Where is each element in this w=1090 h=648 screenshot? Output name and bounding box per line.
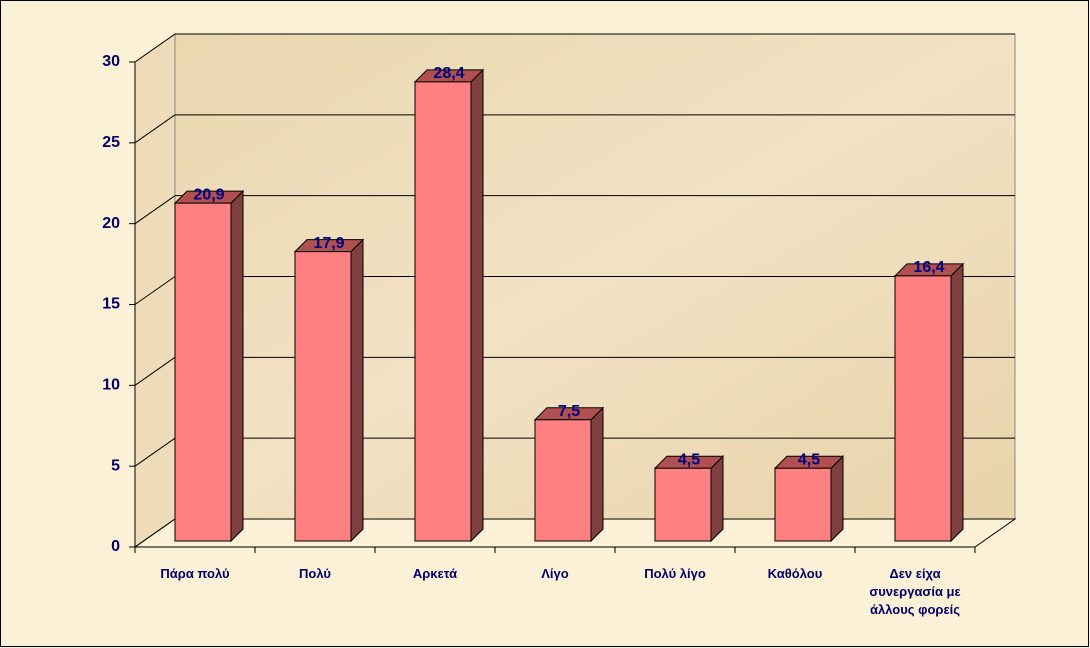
grid-line (134, 114, 176, 144)
value-label: 20,9 (193, 186, 224, 203)
y-tick-label: 25 (102, 134, 120, 151)
x-tick-label: Λίγο (541, 566, 569, 581)
grid-line (134, 356, 176, 386)
x-tick-label: Πολύ λίγο (644, 566, 706, 581)
x-tick-label: Καθόλου (767, 566, 823, 581)
bar-side (830, 455, 844, 543)
grid-line (134, 33, 176, 63)
grid-line (134, 195, 176, 225)
y-tick-label: 15 (102, 296, 120, 313)
bar-side (950, 262, 964, 543)
bar-side (350, 238, 364, 543)
bar (774, 467, 832, 542)
y-tick-label: 0 (111, 538, 120, 555)
value-label: 17,9 (313, 235, 344, 252)
value-label: 28,4 (433, 65, 464, 82)
x-tick-label: Πολύ (299, 566, 331, 581)
value-label: 4,5 (678, 451, 700, 468)
value-label: 16,4 (913, 259, 944, 276)
bar-side (710, 455, 724, 543)
y-tick-label: 10 (102, 377, 120, 394)
grid-line (134, 437, 176, 467)
bar (174, 202, 232, 542)
bar (894, 275, 952, 542)
value-label: 4,5 (798, 451, 820, 468)
bar-side (590, 406, 604, 543)
x-tick-label: Αρκετά (412, 566, 458, 581)
bar (654, 467, 712, 542)
bar (294, 251, 352, 542)
y-tick-label: 30 (102, 53, 120, 70)
x-tick-label: Πάρα πολύ (160, 566, 230, 581)
grid-line (134, 518, 176, 548)
bar-side (470, 68, 484, 543)
bar (414, 81, 472, 542)
bar (534, 419, 592, 542)
bar-side (230, 189, 244, 543)
y-tick-label: 20 (102, 215, 120, 232)
y-tick-label: 5 (111, 457, 120, 474)
grid-line (134, 276, 176, 305)
x-tick-label: Δεν είχα συνεργασία με άλλους φορείς (869, 566, 961, 617)
value-label: 7,5 (558, 403, 580, 420)
